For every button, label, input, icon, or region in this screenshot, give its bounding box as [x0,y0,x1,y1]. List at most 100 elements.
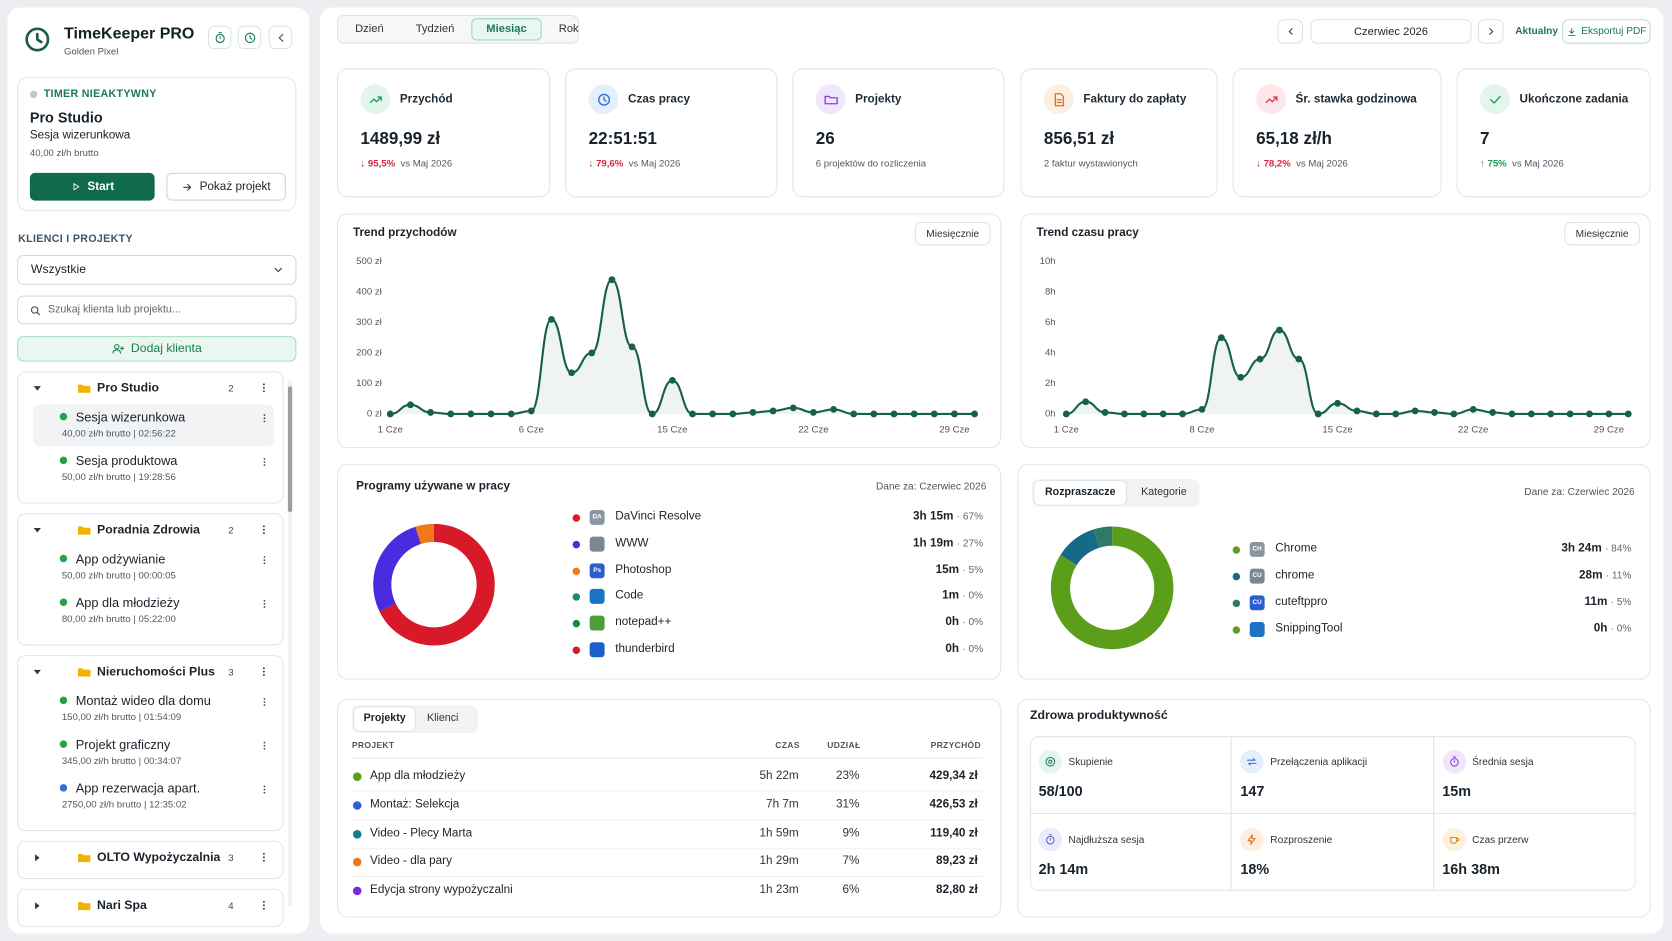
distraction-tab[interactable]: Kategorie [1141,486,1187,499]
search-box[interactable]: Szukaj klienta lub projektu... [17,295,297,325]
project-name: App dla młodzieży [75,595,180,611]
client-header[interactable]: OLTO Wypożyczalnia 3 [18,842,282,874]
project-revenue: 82,80 zł [936,883,978,897]
period-button[interactable]: Miesięcznie [1564,221,1640,246]
project-row[interactable]: Sesja produktowa 50,00 zł/h brutto | 19:2… [33,448,274,490]
period-tab[interactable]: Tydzień [415,22,455,36]
project-name: Video - dla pary [370,855,452,868]
x-tick-label: 22 Cze [1458,424,1488,435]
legend-values: 1h 19m27% [913,536,983,549]
x-tick-label: 29 Cze [939,424,969,435]
client-header[interactable]: Poradnia Zdrowia 2 [18,514,282,546]
legend-row: notepad++ 0h0% [569,615,983,632]
legend-share: 0% [962,617,983,629]
icon-part [262,900,265,903]
point [1372,410,1380,418]
period-button[interactable]: Miesięcznie [914,221,991,246]
kpi-card [565,68,778,198]
start-button[interactable]: Start [29,172,155,201]
point [427,409,434,416]
period-tab[interactable]: Dzień [355,22,384,36]
kpi-label: Projekty [855,92,902,106]
projects-card [336,698,1002,918]
icon [1449,836,1459,844]
icon-part [263,698,266,700]
export-button[interactable]: Eksportuj PDF [1562,19,1651,44]
project-row[interactable]: Projekt graficzny 345,00 zł/h brutto | 00… [33,732,274,774]
period-tab[interactable]: Miesiąc [471,18,542,41]
icon [1045,756,1056,767]
point [1198,405,1206,413]
icon [262,525,265,535]
header-button[interactable] [237,25,262,50]
prev-month[interactable] [1277,19,1304,44]
column-header: CZAS [775,740,800,751]
point [608,276,616,284]
table-tab[interactable]: Projekty [354,707,416,731]
project-time: 5h 22m [759,769,799,783]
client-filter[interactable]: Wszystkie [17,254,297,285]
client-card: Nieruchomości Plus 3 Montaż wideo dla domu… [17,655,284,832]
kpi-value: 856,51 zł [1043,130,1115,149]
legend-row: SnippingTool 0h0% [1229,621,1631,638]
table-tab[interactable]: Klienci [427,712,459,725]
point [1450,410,1458,418]
legend-values: 15m5% [936,563,984,576]
month-label[interactable]: Czerwiec 2026 [1310,19,1472,44]
header-button[interactable] [207,25,232,50]
distraction-tab[interactable]: Rozpraszacze [1034,481,1127,505]
kpi-footnote: 75% vs Maj 2026 [1480,158,1564,169]
project-row[interactable]: App odżywianie 50,00 zł/h brutto | 00:00:… [33,546,274,588]
project-row[interactable]: Sesja wizerunkowa 40,00 zł/h brutto | 02:… [33,404,275,446]
productivity-title: Zdrowa produktywność [1030,709,1168,723]
current-month-link[interactable]: Aktualny [1515,25,1558,38]
period-tab[interactable]: Rok [558,22,579,36]
icon-part [263,701,266,703]
distraction-tabs: Rozpraszacze Kategorie [1032,479,1200,507]
show-project-button[interactable]: Pokaż projekt [166,172,286,201]
icon [1449,756,1459,767]
icon-part [1046,835,1055,844]
legend-row: thunderbird 0h0% [569,641,983,658]
project-revenue: 426,53 zł [929,797,978,811]
kpi-note: 6 projektów do rozliczenia [815,157,927,169]
icon-part [1489,95,1501,104]
add-client-button[interactable]: Dodaj klienta [17,336,297,362]
point [850,410,858,418]
icon [1288,28,1293,35]
y-tick-label: 0h [1045,408,1056,419]
icon [278,33,283,42]
client-header[interactable]: Pro Studio 2 [18,372,282,404]
icon-part [263,457,266,460]
next-month[interactable] [1477,19,1504,44]
icon-part [263,464,266,466]
point [789,404,797,412]
row-rule [351,819,984,821]
kpi-comparison: vs Maj 2026 [1296,157,1348,169]
client-header[interactable]: Nieruchomości Plus 3 [18,656,282,688]
icon-part [35,902,40,910]
kpi-icon [1256,84,1286,115]
icon-part [78,384,91,393]
project-row[interactable]: Montaż wideo dla domu 150,00 zł/h brutto … [33,688,274,730]
icon-part [30,305,39,314]
metric-tile [1030,813,1232,891]
project-row[interactable]: App dla młodzieży 80,00 zł/h brutto | 05:… [33,590,274,632]
x-tick-label: 8 Cze [1189,424,1214,435]
project-name: App dla młodzieży [370,769,466,783]
project-name: Sesja wizerunkowa [75,409,186,425]
column-header: PRZYCHÓD [930,740,981,751]
row-rule [351,876,984,878]
app-icon [589,536,605,552]
legend-share: 5% [1611,596,1632,608]
row-dot [352,858,362,867]
metric-label: Czas przerw [1472,833,1529,846]
add-client-label: Dodaj klienta [130,342,202,356]
header-button[interactable] [268,25,293,50]
legend-name: notepad++ [615,615,672,629]
project-row[interactable]: App rezerwacja apart. 2750,00 zł/h brutto… [33,776,274,818]
client-header[interactable]: Nari Spa 4 [18,890,282,922]
y-tick-label: 4h [1045,347,1056,358]
legend-dot [572,620,581,628]
